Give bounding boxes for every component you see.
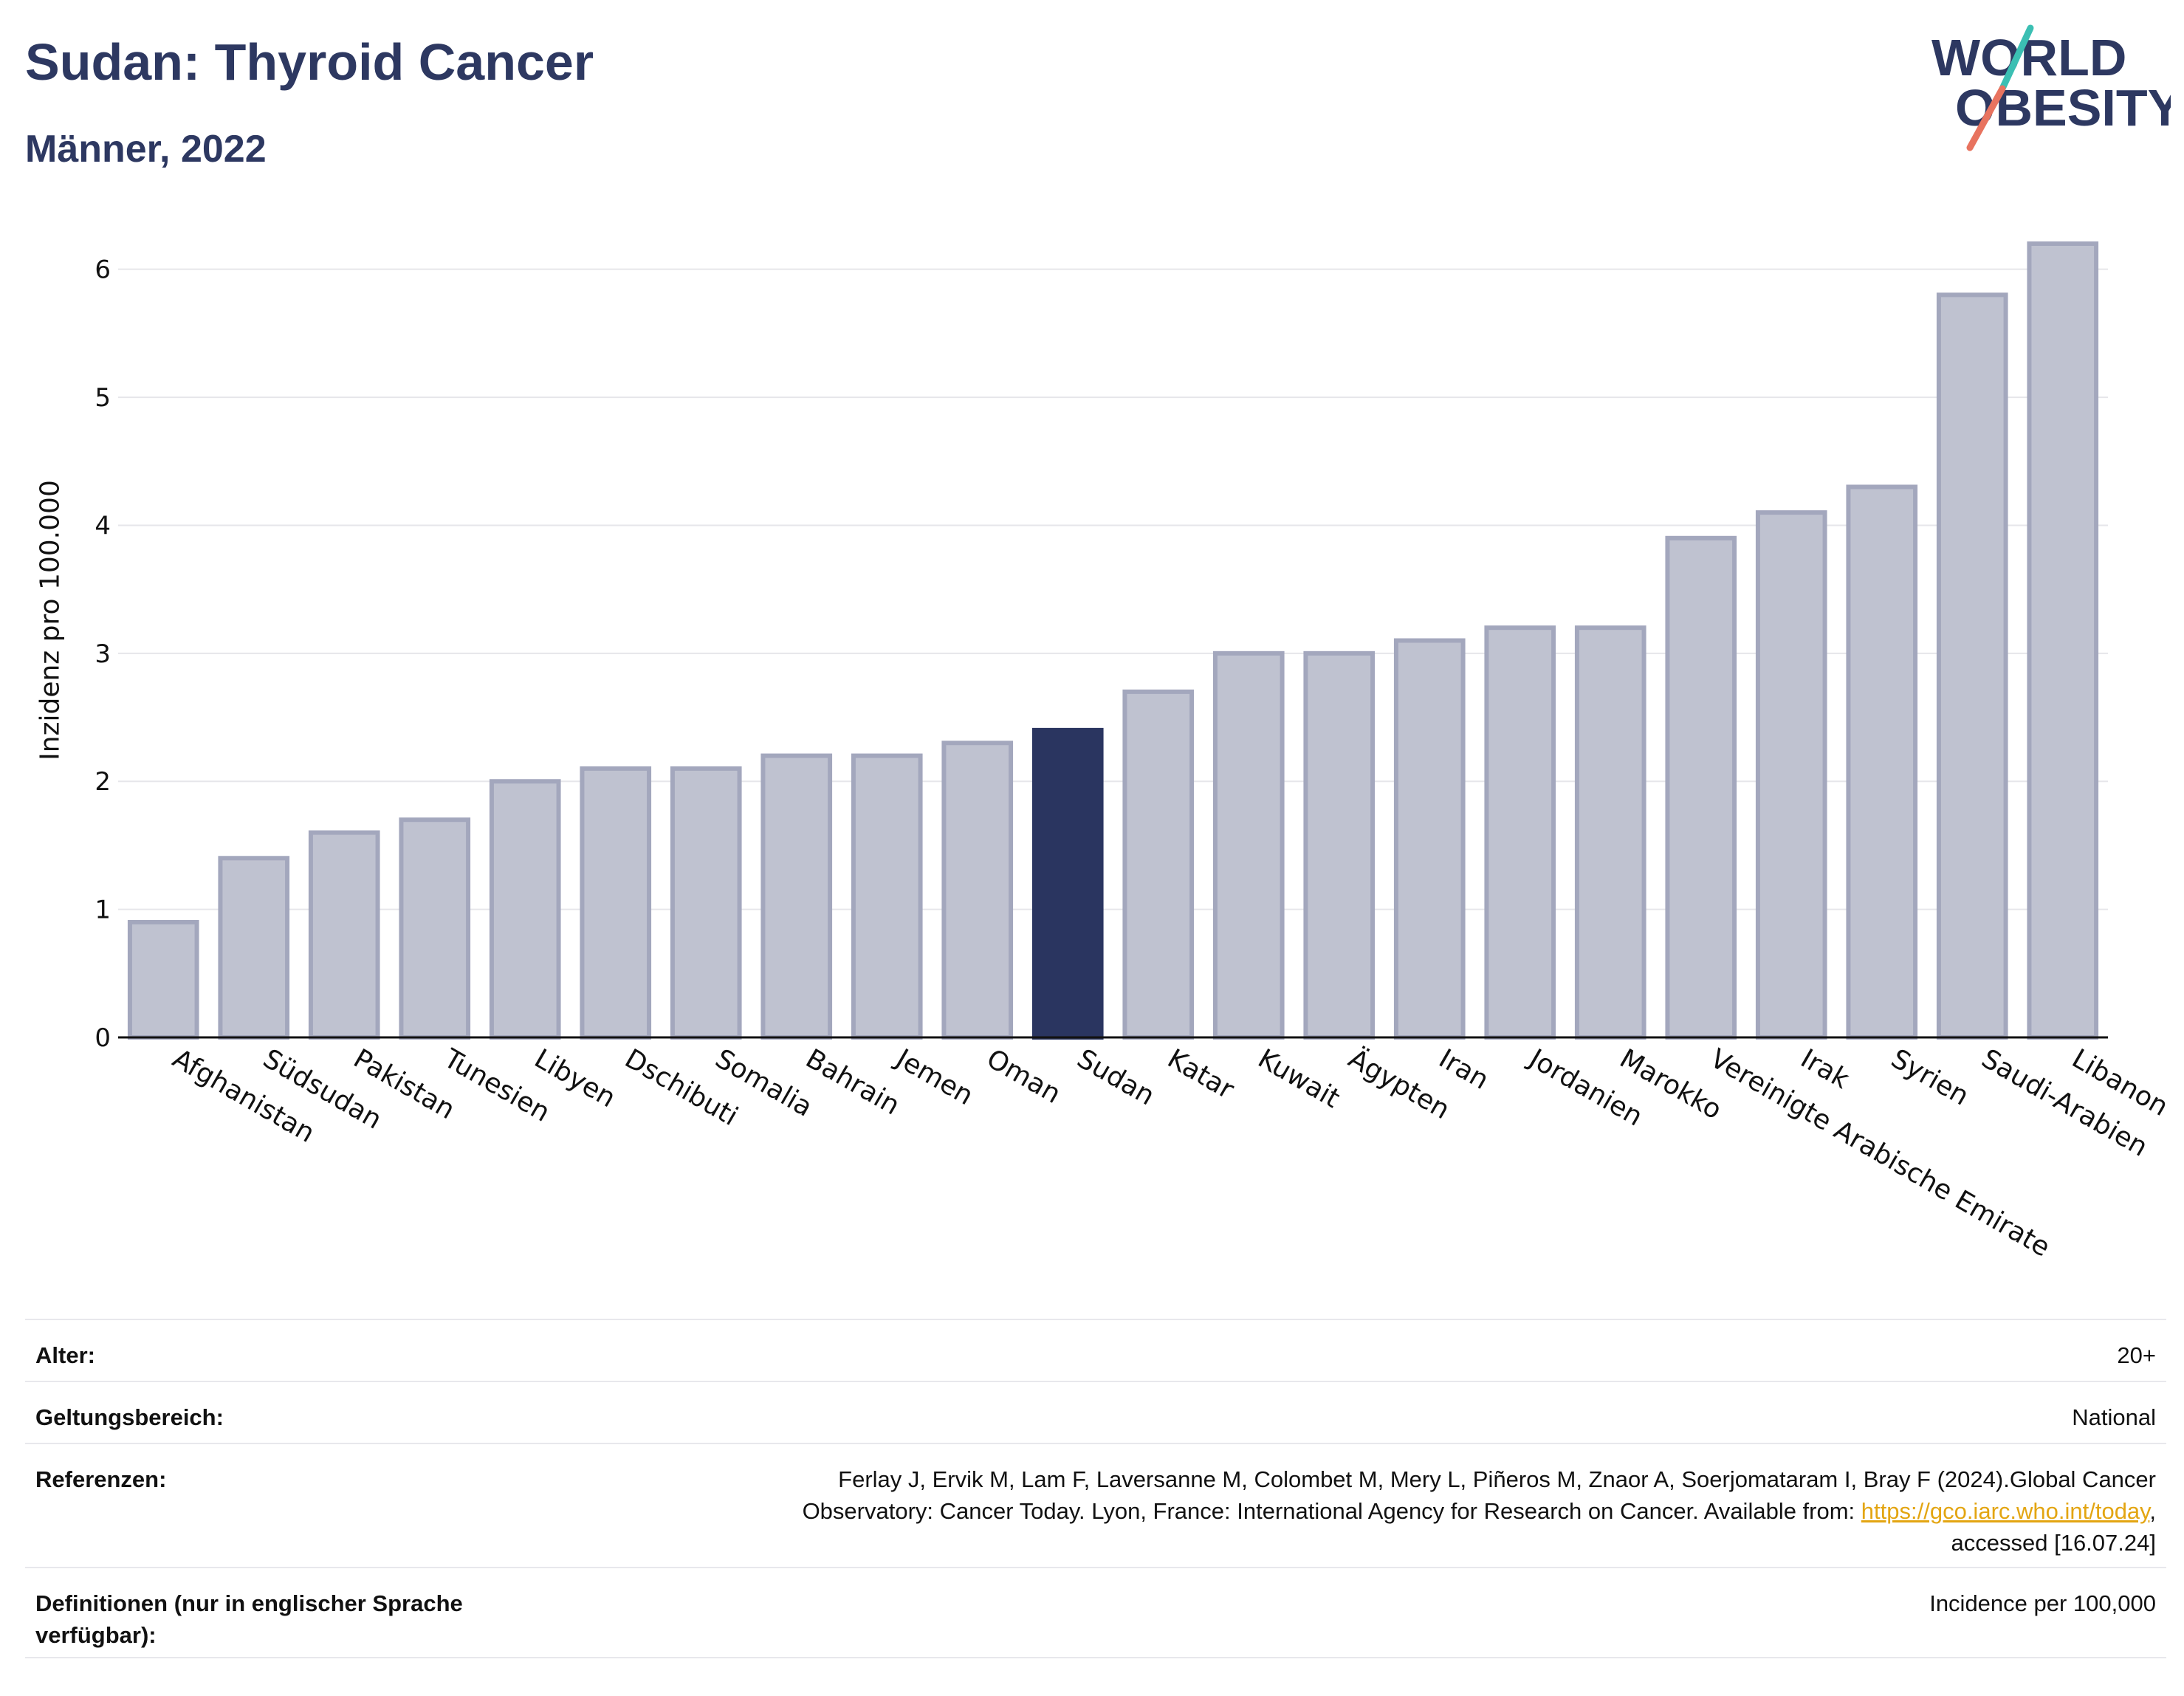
bar-südsudan <box>218 856 290 1040</box>
bar-oman <box>941 741 1014 1040</box>
bar-saudi-arabien <box>1936 292 2008 1040</box>
x-tick-label: Sudan <box>1072 1043 1160 1111</box>
bar-irak <box>1755 510 1827 1040</box>
bar-afghanistan <box>127 919 199 1040</box>
references-line-1: Ferlay J, Ervik M, Lam F, Laversanne M, … <box>838 1466 2156 1492</box>
bar-pakistan <box>308 830 380 1040</box>
logo-slash-teal <box>1999 24 2034 92</box>
bar-tunesien <box>399 817 471 1040</box>
bar-marokko <box>1574 625 1646 1040</box>
info-table: Alter: 20+ Geltungsbereich: National Ref… <box>25 1319 2166 1658</box>
definitions-label: Definitionen (nur in englischer Sprache … <box>35 1590 463 1648</box>
bar-jemen <box>851 753 923 1040</box>
x-tick-label: Kuwait <box>1253 1043 1345 1114</box>
bar-ägypten <box>1303 650 1376 1040</box>
bar-syrien <box>1846 484 1918 1040</box>
bar-vereinigte-arabische-emirate <box>1665 535 1737 1040</box>
references-line-2-end: , <box>2149 1498 2156 1524</box>
x-tick-labels: AfghanistanSüdsudanPakistanTunesienLibye… <box>168 1043 2174 1263</box>
y-tick-label: 6 <box>95 255 111 285</box>
info-row-age: Alter: 20+ <box>25 1319 2166 1381</box>
world-obesity-logo: WORLD OBESITY <box>1931 24 2171 151</box>
x-tick-label: Oman <box>981 1043 1065 1110</box>
scope-value: National <box>2072 1404 2156 1430</box>
x-tick-label: Iran <box>1434 1043 1494 1096</box>
info-row-definitions: Definitionen (nur in englischer Sprache … <box>25 1567 2166 1658</box>
references-link[interactable]: https://gco.iarc.who.int/today <box>1861 1498 2150 1524</box>
bar-dschibuti <box>580 766 652 1040</box>
y-tick-label: 1 <box>95 896 111 925</box>
x-tick-label: Irak <box>1796 1043 1855 1095</box>
bar-jordanien <box>1484 625 1556 1040</box>
definitions-value: Incidence per 100,000 <box>1929 1590 2156 1616</box>
page-subtitle: Männer, 2022 <box>25 128 267 171</box>
age-value: 20+ <box>2117 1342 2156 1368</box>
logo-slash-coral <box>1966 85 2006 151</box>
y-tick-label: 2 <box>95 767 111 797</box>
x-tick-label: Bahrain <box>800 1043 904 1121</box>
bar-iran <box>1393 638 1466 1040</box>
references-label: Referenzen: <box>35 1466 167 1492</box>
y-tick-label: 4 <box>95 511 111 540</box>
y-tick-label: 0 <box>95 1023 111 1053</box>
references-line-2-text: Observatory: Cancer Today. Lyon, France:… <box>802 1498 1861 1524</box>
references-value: Ferlay J, Ervik M, Lam F, Laversanne M, … <box>803 1463 2156 1567</box>
bar-chart: 0 1 2 3 4 5 6 AfghanistanSüdsudanPakistanTunes… <box>95 241 2174 1263</box>
references-line-2: Observatory: Cancer Today. Lyon, France:… <box>803 1495 2156 1527</box>
x-tick-label: Ägypten <box>1343 1043 1455 1125</box>
bar-kuwait <box>1212 650 1285 1040</box>
bar-katar <box>1122 689 1195 1040</box>
bar-bahrain <box>760 753 833 1040</box>
bars <box>127 241 2099 1040</box>
info-row-scope: Geltungsbereich: National <box>25 1381 2166 1443</box>
bar-somalia <box>670 766 742 1040</box>
references-line-3: accessed [16.07.24] <box>1951 1530 2156 1556</box>
y-tick-labels: 0 1 2 3 4 5 6 <box>95 255 111 1053</box>
x-tick-label: Syrien <box>1886 1043 1974 1111</box>
bar-libyen <box>489 779 561 1040</box>
y-tick-label: 3 <box>95 639 111 669</box>
y-tick-label: 5 <box>95 383 111 413</box>
y-axis-label: Inzidenz pro 100.000 <box>35 480 66 761</box>
x-tick-label: Katar <box>1162 1043 1239 1105</box>
bar-libanon <box>2027 241 2099 1040</box>
x-tick-label: Jemen <box>890 1043 978 1111</box>
bar-sudan <box>1031 727 1104 1040</box>
age-label: Alter: <box>35 1342 95 1368</box>
info-row-references: Referenzen: Ferlay J, Ervik M, Lam F, La… <box>25 1443 2166 1567</box>
page-title: Sudan: Thyroid Cancer <box>25 33 594 91</box>
scope-label: Geltungsbereich: <box>35 1404 224 1430</box>
